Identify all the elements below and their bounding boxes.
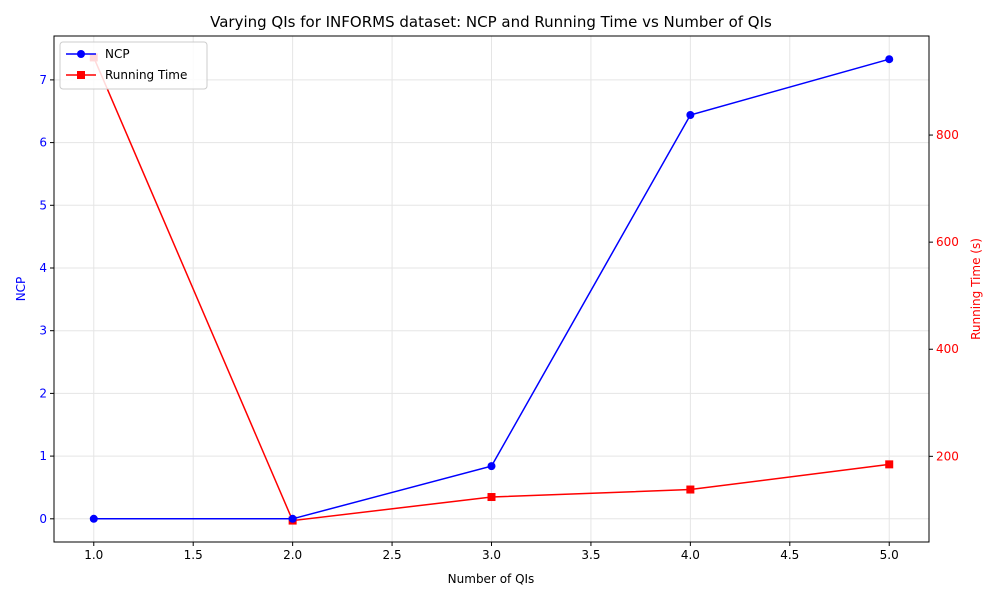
x-tick-label: 1.5 [184,548,203,562]
running-time-point [686,485,695,494]
x-tick-label: 4.0 [681,548,700,562]
left-y-tick-label: 1 [39,449,47,463]
left-y-tick-label: 5 [39,198,47,212]
legend-ncp-label: NCP [105,47,130,61]
ncp-point [487,462,496,471]
left-y-axis-label: NCP [14,277,28,302]
x-tick-label: 2.0 [283,548,302,562]
right-y-tick-label: 600 [936,235,959,249]
left-y-tick-label: 6 [39,136,47,150]
right-y-tick-label: 200 [936,449,959,463]
grid [54,36,929,542]
x-tick-label: 2.5 [383,548,402,562]
right-y-axis-label: Running Time (s) [969,238,983,340]
x-tick-label: 5.0 [880,548,899,562]
left-y-axis: 0 1 2 3 4 5 6 7 [39,73,54,526]
right-y-axis: 200 400 600 800 [929,128,959,463]
legend-running-time-label: Running Time [105,68,187,82]
ncp-point [686,111,695,120]
x-tick-label: 4.5 [780,548,799,562]
left-y-tick-label: 4 [39,261,47,275]
running-time-point [487,493,496,502]
legend-running-time-marker [77,71,85,79]
x-tick-label: 3.5 [581,548,600,562]
x-axis: 1.0 1.5 2.0 2.5 3.0 3.5 4.0 4.5 5.0 [84,542,899,562]
left-y-tick-label: 2 [39,386,47,400]
left-y-tick-label: 3 [39,324,47,338]
legend-box [59,41,208,90]
ncp-point [89,514,98,523]
running-time-point [885,460,894,469]
right-y-tick-label: 400 [936,342,959,356]
ncp-point [885,55,894,64]
x-axis-label: Number of QIs [448,572,535,586]
legend: NCP Running Time [59,41,208,90]
left-y-tick-label: 7 [39,73,47,87]
x-tick-label: 3.0 [482,548,501,562]
legend-ncp-marker [77,50,85,58]
x-tick-label: 1.0 [84,548,103,562]
chart-title: Varying QIs for INFORMS dataset: NCP and… [210,13,772,31]
right-y-tick-label: 800 [936,128,959,142]
ncp-point [288,514,297,523]
left-y-tick-label: 0 [39,512,47,526]
